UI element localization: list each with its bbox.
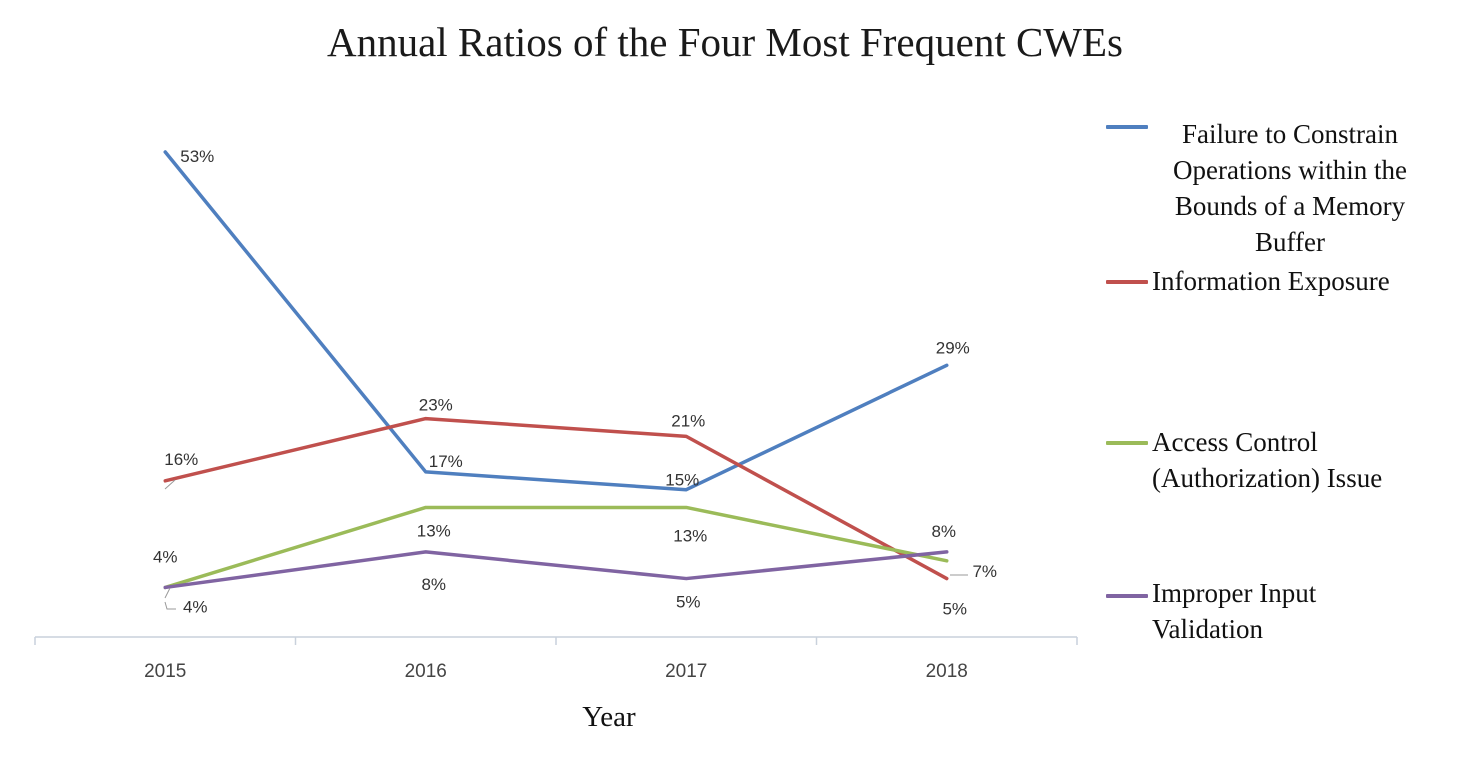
legend-label: Failure to Constrain Operations within t… xyxy=(1173,119,1407,257)
leader-line xyxy=(164,479,176,490)
x-axis: 2015 2016 2017 2018 xyxy=(34,636,1078,682)
legend-swatch xyxy=(1106,280,1148,284)
legend-swatch xyxy=(1106,125,1148,129)
data-label: 21% xyxy=(671,411,705,430)
x-tick-label: 2017 xyxy=(665,661,707,682)
data-label: 8% xyxy=(421,575,446,594)
data-label: 13% xyxy=(417,521,451,540)
data-label: 29% xyxy=(936,338,970,357)
data-label: 4% xyxy=(153,547,178,566)
x-tick-label: 2018 xyxy=(926,661,968,682)
leader-line xyxy=(164,601,176,610)
series-line-information-exposure xyxy=(163,416,949,581)
chart-title: Annual Ratios of the Four Most Frequent … xyxy=(326,19,1124,65)
data-label-layer: 53% 17% 15% 29% 16% 23% 21% 5% 4% 13% 13% 7% 4% 8% 5% 8… xyxy=(153,147,997,619)
legend-swatch xyxy=(1106,441,1148,445)
data-label: 5% xyxy=(942,600,967,619)
legend-label: Improper Input Validation xyxy=(1152,578,1317,644)
series-layer xyxy=(163,150,949,590)
data-label: 13% xyxy=(673,526,707,545)
data-label: 17% xyxy=(429,452,463,471)
data-label: 5% xyxy=(676,593,701,612)
x-tick-label: 2016 xyxy=(405,661,447,682)
data-label: 15% xyxy=(665,471,699,490)
x-axis-title: Year xyxy=(582,701,636,733)
line-chart: 2015 2016 2017 2018 53% 17% 15% 29% 16% 23% 21% 5%… xyxy=(34,147,1078,733)
x-tick-label: 2015 xyxy=(144,661,186,682)
legend-swatch xyxy=(1106,594,1148,598)
data-label: 4% xyxy=(183,597,208,616)
series-line-failure-to-constrain xyxy=(163,150,949,492)
data-label: 53% xyxy=(180,147,214,166)
series-line-improper-input-validation xyxy=(163,550,949,590)
legend-label: Access Control (Authorization) Issue xyxy=(1152,427,1383,493)
legend-label: Information Exposure xyxy=(1152,266,1390,296)
data-label: 23% xyxy=(419,396,453,415)
series-line-access-control-authorization xyxy=(163,505,949,590)
data-label: 7% xyxy=(972,562,997,581)
data-label: 16% xyxy=(164,450,198,469)
data-label: 8% xyxy=(931,522,956,541)
leader-line xyxy=(164,587,171,599)
legend: Failure to Constrain Operations within t… xyxy=(1106,0,1446,759)
